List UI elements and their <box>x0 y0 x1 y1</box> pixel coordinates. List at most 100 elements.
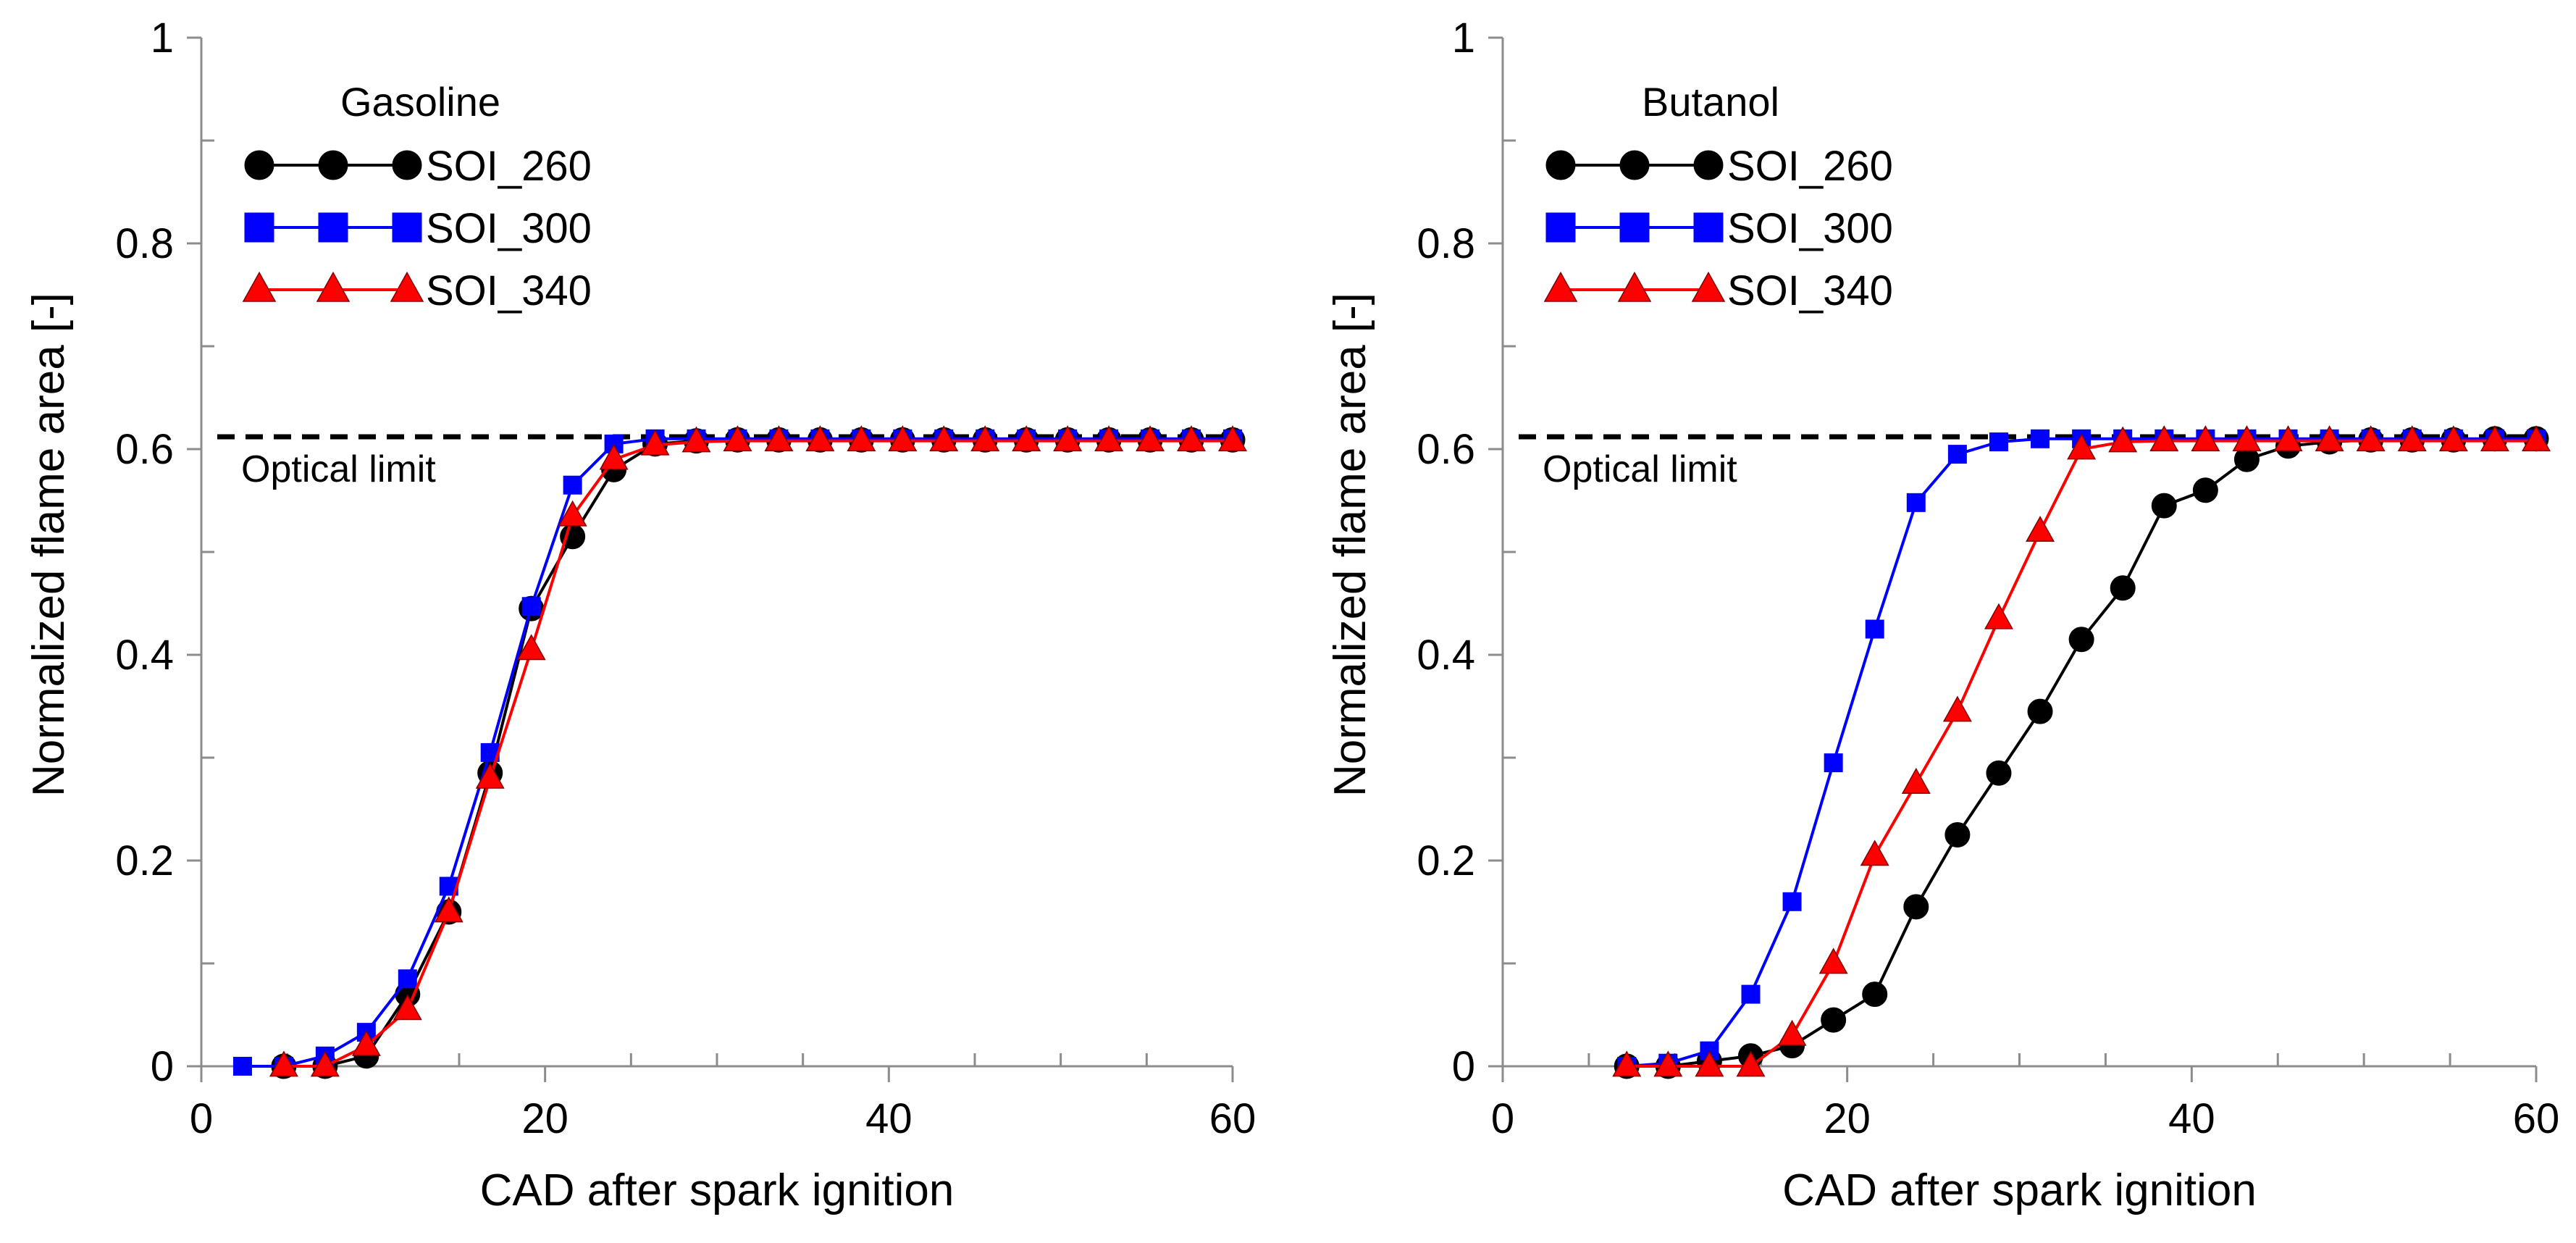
legend-marker <box>1619 150 1650 180</box>
data-point <box>2273 425 2303 451</box>
data-point <box>232 1057 252 1076</box>
data-point <box>1818 947 1848 974</box>
series-line <box>1627 437 2536 1068</box>
x-tick-label: 20 <box>521 1095 569 1142</box>
data-point <box>2315 425 2344 451</box>
data-point <box>1741 984 1761 1004</box>
y-axis-title: Normalized flame area [-] <box>24 293 74 797</box>
data-point <box>1860 840 1889 866</box>
data-point <box>681 426 711 453</box>
legend-label: SOI_300 <box>1727 205 1893 252</box>
series-SOI_260 <box>271 427 1246 1079</box>
x-tick-label: 20 <box>1824 1095 1871 1142</box>
data-point <box>475 762 505 789</box>
data-point <box>847 425 876 451</box>
data-point <box>351 1030 381 1056</box>
legend-marker <box>1693 150 1724 180</box>
series-line <box>283 438 1233 1068</box>
data-point <box>563 475 582 495</box>
data-point <box>1984 603 2013 629</box>
y-tick-label: 0.4 <box>1417 632 1475 679</box>
data-point <box>1177 425 1207 451</box>
data-point <box>2108 426 2138 453</box>
legend-marker <box>392 212 422 243</box>
legend-marker <box>244 212 274 243</box>
y-tick-label: 0.6 <box>115 426 174 473</box>
data-point <box>2026 516 2055 542</box>
data-point <box>2438 425 2468 451</box>
data-point <box>398 969 417 989</box>
legend-label: SOI_300 <box>426 205 592 252</box>
data-point <box>1094 425 1124 451</box>
data-point <box>1736 1050 1766 1077</box>
legend-marker <box>1691 271 1726 302</box>
data-point <box>2356 425 2386 451</box>
data-point <box>970 425 1000 451</box>
optical-limit-label: Optical limit <box>241 448 436 490</box>
y-tick-label: 0.2 <box>1417 837 1475 884</box>
legend-marker <box>318 212 348 243</box>
series-line <box>1627 437 2536 1068</box>
data-point <box>929 425 959 451</box>
legend-marker <box>390 271 424 302</box>
series-line <box>1627 439 2536 1068</box>
legend-title: Butanol <box>1642 79 1779 125</box>
legend-marker <box>1545 212 1576 243</box>
legend-marker <box>1693 212 1724 243</box>
data-point <box>1612 1050 1642 1077</box>
x-axis-title: CAD after spark ignition <box>480 1165 955 1215</box>
data-point <box>1053 425 1083 451</box>
series-SOI_340 <box>269 425 1247 1077</box>
data-point <box>888 425 918 451</box>
y-tick-label: 1 <box>1452 14 1475 62</box>
legend: Butanol SOI_260 SOI_300 SOI_340 <box>1543 79 1893 314</box>
x-axis-title: CAD after spark ignition <box>1782 1165 2257 1215</box>
legend-marker <box>242 271 277 302</box>
data-point <box>1865 619 1884 639</box>
data-point <box>2480 425 2509 451</box>
data-point <box>558 500 587 527</box>
data-point <box>2151 493 2177 519</box>
data-point <box>310 1050 340 1077</box>
x-tick-label: 40 <box>865 1095 912 1142</box>
y-tick-label: 0 <box>151 1043 174 1090</box>
data-point <box>599 443 629 470</box>
y-tick-label: 0.8 <box>115 220 174 267</box>
data-point <box>1947 445 1967 464</box>
data-point <box>1986 760 2012 786</box>
y-tick-label: 1 <box>151 14 174 62</box>
legend: Gasoline SOI_260 SOI_300 SOI_340 <box>242 79 592 314</box>
series-SOI_340 <box>1612 425 2551 1077</box>
data-point <box>2149 425 2179 451</box>
x-tick-label: 40 <box>2168 1095 2215 1142</box>
optical-limit-label: Optical limit <box>1543 448 1737 490</box>
data-point <box>640 429 670 456</box>
series-SOI_300 <box>1617 429 2546 1076</box>
legend-marker <box>1617 271 1652 302</box>
data-point <box>1989 432 2008 452</box>
chart-panel-2: 0 0.2 0.4 0.6 0.8 1 0 20 40 60 CAD after spark ign… <box>1325 14 2559 1215</box>
data-point <box>805 425 835 451</box>
data-point <box>1653 1050 1683 1077</box>
x-tick-label: 0 <box>1491 1095 1514 1142</box>
series-line <box>242 437 1233 1068</box>
data-point <box>2397 425 2427 451</box>
legend-marker <box>1545 150 1576 180</box>
y-tick-label: 0 <box>1452 1043 1475 1090</box>
y-tick-label: 0.2 <box>115 837 174 884</box>
data-point <box>1218 425 1247 451</box>
legend-marker <box>1543 271 1578 302</box>
y-tick-label: 0.4 <box>115 632 174 679</box>
legend-label: SOI_260 <box>1727 143 1893 190</box>
data-point <box>1862 982 1888 1008</box>
data-point <box>2027 698 2053 724</box>
data-point <box>1944 822 1971 848</box>
legend-marker <box>244 150 274 180</box>
series-SOI_260 <box>1614 426 2549 1079</box>
y-axis-title: Normalized flame area [-] <box>1325 293 1375 797</box>
legend-label: SOI_340 <box>1727 267 1893 314</box>
data-point <box>2068 627 2094 653</box>
data-point <box>1903 894 1929 920</box>
data-point <box>2192 477 2218 503</box>
